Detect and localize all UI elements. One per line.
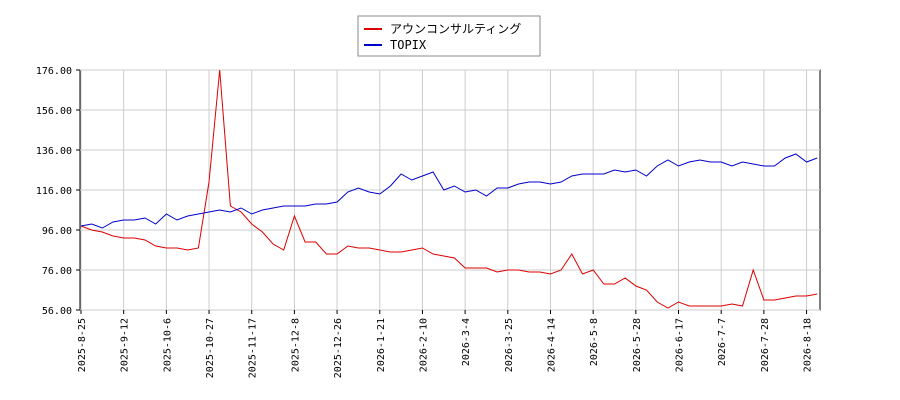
x-tick-label: 2026-5-28: [632, 318, 643, 372]
series-line: [80, 69, 818, 309]
legend-label: アウンコンサルティング: [390, 22, 521, 36]
y-tick-label: 96.00: [42, 226, 72, 237]
legend: アウンコンサルティング TOPIX: [357, 15, 541, 57]
x-tick-label: 2025-12-26: [333, 318, 344, 378]
x-tick-label: 2026-5-8: [589, 318, 600, 366]
legend-box: [357, 15, 541, 57]
y-tick-label: 116.00: [36, 186, 72, 197]
x-tick-label: 2025-8-25: [77, 318, 88, 372]
x-tick-label: 2026-3-25: [504, 318, 515, 372]
x-tick-label: 2026-6-17: [675, 318, 686, 372]
y-tick-label: 136.00: [36, 146, 72, 157]
y-tick-label: 56.00: [42, 306, 72, 317]
x-tick-label: 2026-2-10: [418, 318, 429, 372]
x-tick-label: 2026-7-28: [760, 318, 771, 372]
x-tick-label: 2025-10-27: [205, 318, 216, 378]
x-tick-label: 2025-12-8: [290, 318, 301, 372]
y-tick-label: 156.00: [36, 106, 72, 117]
x-tick-label: 2026-4-14: [546, 318, 557, 372]
x-tick-label: 2026-8-18: [803, 318, 814, 372]
y-tick-label: 176.00: [36, 66, 72, 77]
x-tick-label: 2026-7-7: [717, 318, 728, 366]
x-tick-label: 2025-11-17: [248, 318, 259, 378]
x-tick-label: 2025-10-6: [162, 318, 173, 372]
y-tick-label: 76.00: [42, 266, 72, 277]
series-line: [80, 153, 818, 229]
x-tick-label: 2026-3-4: [461, 318, 472, 366]
legend-label: TOPIX: [390, 38, 427, 52]
x-tick-label: 2026-1-21: [376, 318, 387, 372]
x-tick-label: 2025-9-12: [120, 318, 131, 372]
